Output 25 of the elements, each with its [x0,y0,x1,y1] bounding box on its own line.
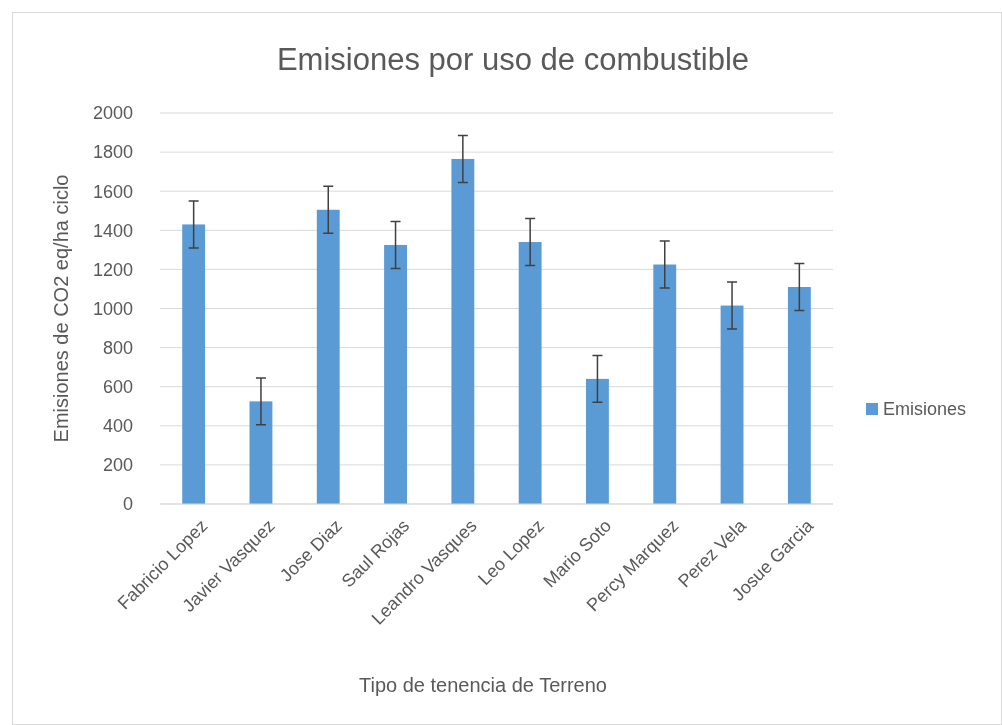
y-tick-label: 0 [122,494,133,515]
y-tick-label: 1400 [92,220,133,241]
y-tick-label: 200 [102,455,133,476]
bar [451,158,475,504]
bar [316,209,340,504]
chart-title: Emisiones por uso de combustible [276,42,750,77]
bar [384,244,407,504]
y-tick-label: 1600 [92,181,133,202]
x-axis-title: Tipo de tenencia de Terreno [359,674,607,696]
bar [586,378,609,504]
bar [787,287,811,504]
bar [720,305,744,504]
bar [518,242,542,504]
bar [249,401,273,504]
y-tick-label: 1800 [92,142,133,163]
bar [182,224,206,504]
legend-label: Emisiones [883,399,967,420]
y-tick-label: 2000 [92,103,133,124]
y-tick-label: 600 [102,377,133,397]
bar [653,264,677,504]
y-tick-label: 1200 [92,259,133,280]
y-tick-label: 800 [102,337,133,358]
y-tick-label: 1000 [92,298,133,319]
y-tick-label: 400 [102,416,133,437]
y-axis-title: Emisiones de CO2 eq/ha ciclo [50,174,72,443]
